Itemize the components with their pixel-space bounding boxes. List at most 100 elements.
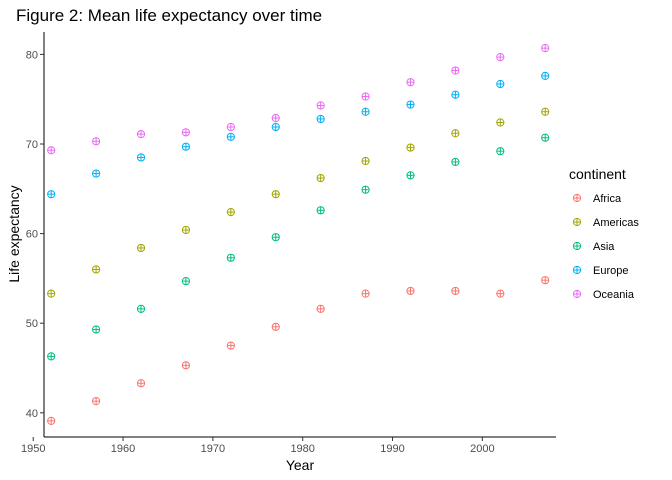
data-point — [47, 289, 56, 298]
data-point — [91, 137, 101, 146]
legend-key — [572, 289, 582, 299]
data-point — [361, 156, 370, 166]
data-point — [316, 173, 325, 183]
data-point — [451, 157, 460, 167]
data-point — [181, 128, 191, 137]
data-point — [316, 101, 325, 110]
data-point — [541, 71, 550, 81]
data-point — [47, 190, 56, 199]
chart-title: Figure 2: Mean life expectancy over time — [16, 6, 322, 25]
legend-item-europe: Europe — [572, 265, 628, 277]
legend-item-africa: Africa — [572, 193, 622, 205]
data-point — [91, 265, 101, 274]
data-point — [316, 206, 325, 215]
data-point — [541, 133, 550, 142]
data-point — [47, 352, 56, 361]
data-point — [226, 132, 235, 141]
legend-label: Europe — [593, 265, 628, 277]
data-point — [361, 92, 370, 101]
data-point — [226, 122, 235, 132]
legend-label: Asia — [593, 241, 615, 253]
data-point — [181, 225, 191, 235]
y-axis-title: Life expectancy — [6, 185, 22, 282]
data-point — [406, 171, 415, 180]
data-point — [541, 44, 550, 53]
legend: continent Africa Americas Asia Europe Oceani… — [569, 166, 639, 301]
data-point — [406, 143, 415, 152]
data-point — [136, 153, 146, 162]
data-point — [496, 79, 505, 89]
data-point — [451, 90, 460, 99]
y-tick-label: 70 — [26, 139, 38, 151]
x-tick-label: 1950 — [21, 443, 45, 455]
data-point — [541, 107, 550, 116]
series-africa — [47, 276, 550, 425]
data-point — [181, 142, 191, 151]
legend-key — [572, 265, 582, 275]
legend-title: continent — [569, 166, 626, 182]
data-point — [136, 379, 146, 388]
data-point — [451, 286, 460, 296]
y-tick-label: 50 — [26, 318, 38, 330]
data-point — [271, 122, 280, 132]
data-point — [496, 147, 505, 156]
data-point — [271, 233, 280, 242]
data-point — [226, 207, 235, 217]
data-point — [271, 190, 280, 199]
y-tick-label: 80 — [26, 49, 38, 61]
legend-item-asia: Asia — [572, 241, 615, 253]
data-point — [316, 304, 325, 313]
data-point — [361, 289, 370, 298]
data-point — [47, 146, 56, 155]
legend-label: Africa — [593, 193, 622, 205]
data-point — [496, 289, 505, 298]
x-tick-label: 1960 — [111, 443, 135, 455]
legend-key — [572, 241, 582, 251]
series-americas — [47, 107, 550, 298]
y-tick-label: 60 — [26, 229, 38, 241]
data-point — [181, 361, 191, 370]
data-point — [136, 130, 146, 139]
data-point — [136, 304, 146, 313]
data-point — [271, 113, 280, 123]
legend-item-americas: Americas — [572, 217, 639, 229]
data-point — [451, 66, 460, 75]
data-point — [91, 169, 101, 178]
legend-item-oceania: Oceania — [572, 289, 635, 301]
data-point — [136, 243, 146, 253]
data-point — [47, 416, 56, 425]
series-oceania — [47, 44, 550, 155]
data-point — [361, 107, 370, 116]
data-point — [271, 322, 280, 331]
y-tick-label: 40 — [26, 408, 38, 420]
series-europe — [47, 71, 550, 199]
x-tick-label: 1980 — [290, 443, 314, 455]
x-tick-label: 1970 — [201, 443, 225, 455]
legend-label: Americas — [593, 217, 639, 229]
x-tick-label: 1990 — [380, 443, 404, 455]
data-point — [406, 78, 415, 87]
data-point — [406, 286, 415, 296]
x-tick-label: 2000 — [470, 443, 494, 455]
data-point — [496, 52, 505, 62]
legend-key — [572, 217, 582, 227]
data-point — [451, 129, 460, 138]
data-point — [361, 185, 370, 194]
series-asia — [47, 133, 550, 361]
legend-label: Oceania — [593, 289, 635, 301]
y-axis-ticks: 40 50 60 70 80 — [26, 49, 44, 420]
data-point — [541, 276, 550, 285]
legend-items: Africa Americas Asia Europe Oceania — [572, 193, 639, 301]
plot-area — [47, 44, 550, 425]
data-point — [91, 325, 101, 334]
data-point — [226, 253, 235, 262]
data-point — [406, 100, 415, 109]
data-point — [316, 114, 325, 124]
data-point — [226, 341, 235, 350]
legend-key — [572, 193, 582, 203]
x-axis-title: Year — [286, 457, 315, 473]
x-axis-ticks: 1950 1960 1970 1980 1990 2000 — [21, 437, 495, 455]
data-point — [91, 397, 101, 406]
data-point — [496, 118, 505, 127]
